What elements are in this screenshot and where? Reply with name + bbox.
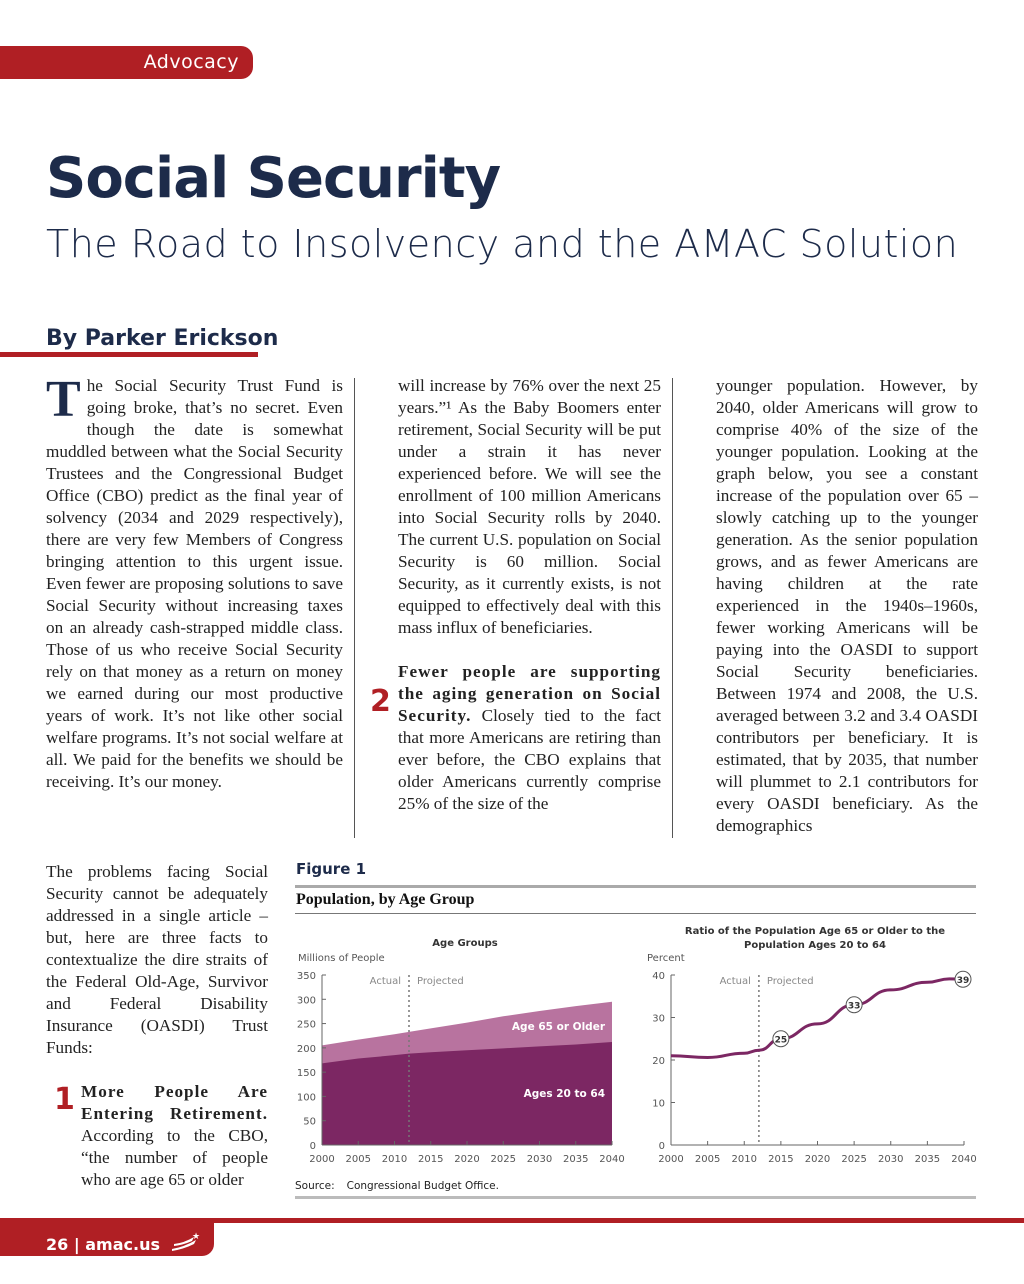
point-1-number: 1 <box>54 1082 75 1117</box>
section-tab: Advocacy <box>0 46 253 79</box>
y-tick-label: 300 <box>297 995 316 1006</box>
page-number: 26 <box>46 1235 69 1254</box>
actual-label: Actual <box>720 976 751 987</box>
area-ages-20-to-64 <box>322 1042 612 1145</box>
ratio-line <box>670 977 965 1059</box>
chart-title: Age Groups <box>432 938 497 949</box>
data-label: 33 <box>848 1001 861 1011</box>
paragraph: The problems facing Social Security cann… <box>46 862 268 1057</box>
paragraph: younger population. However, by 2040, ol… <box>716 376 978 835</box>
data-point-marker <box>772 1030 790 1048</box>
y-tick-label: 0 <box>310 1141 316 1152</box>
chart-title: Ratio of the Population Age 65 or Older … <box>685 926 945 937</box>
x-tick-label: 2010 <box>732 1154 757 1165</box>
y-tick-label: 100 <box>297 1092 316 1103</box>
series-label: Ages 20 to 64 <box>524 1088 605 1100</box>
chart-title: Population Ages 20 to 64 <box>744 940 886 951</box>
x-tick-label: 2025 <box>491 1154 516 1165</box>
point-1-heading: More People Are Entering Retirement. <box>81 1082 268 1123</box>
y-tick-label: 50 <box>303 1117 316 1128</box>
article-subtitle: The Road to Insolvency and the AMAC Solu… <box>46 222 959 266</box>
figure-rule <box>295 913 976 914</box>
x-tick-label: 2010 <box>382 1154 407 1165</box>
x-tick-label: 2040 <box>951 1154 976 1165</box>
figure-label: Figure 1 <box>296 860 367 878</box>
footer-tab: 26 | amac.us ★ <box>0 1223 214 1256</box>
age-groups-chart: Age Groups Millions of People 0 50 100 150 200… <box>297 938 625 1165</box>
source-label: Source: <box>295 1180 335 1192</box>
x-tick-label: 2035 <box>563 1154 588 1165</box>
point-2-number: 2 <box>370 684 391 719</box>
y-tick-label: 0 <box>659 1141 665 1152</box>
byline-rule <box>0 352 258 357</box>
figure-title: Population, by Age Group <box>296 891 475 908</box>
x-tick-label: 2015 <box>768 1154 793 1165</box>
x-tick-label: 2030 <box>878 1154 903 1165</box>
x-tick-label: 2000 <box>309 1154 334 1165</box>
point-1-text: According to the CBO, “the number of peo… <box>81 1126 268 1189</box>
column-1-lower: The problems facing Social Security cann… <box>46 861 268 1191</box>
y-tick-label: 150 <box>297 1068 316 1079</box>
data-point-marker <box>845 996 863 1014</box>
x-tick-label: 2000 <box>658 1154 683 1165</box>
paragraph: he Social Security Trust Fund is going b… <box>46 376 343 791</box>
column-divider <box>354 378 355 838</box>
y-tick-label: 30 <box>652 1014 665 1025</box>
y-tick-label: 200 <box>297 1044 316 1055</box>
x-tick-label: 2005 <box>695 1154 720 1165</box>
amac-logo-icon: ★ <box>171 1232 200 1251</box>
actual-label: Actual <box>370 976 401 987</box>
projected-label: Projected <box>417 976 464 987</box>
y-axis-label: Percent <box>647 953 685 964</box>
x-tick-label: 2015 <box>418 1154 443 1165</box>
ratio-chart: Ratio of the Population Age 65 or Older … <box>647 926 977 1165</box>
projected-label: Projected <box>767 976 814 987</box>
article-title: Social Security <box>46 146 501 211</box>
x-tick-label: 2005 <box>346 1154 371 1165</box>
y-tick-label: 20 <box>652 1056 665 1067</box>
figure-rule <box>295 1196 976 1199</box>
x-tick-label: 2040 <box>599 1154 624 1165</box>
y-tick-label: 10 <box>652 1099 665 1110</box>
series-label: Age 65 or Older <box>512 1021 606 1033</box>
y-tick-label: 350 <box>297 971 316 982</box>
x-tick-label: 2030 <box>527 1154 552 1165</box>
svg-text:★: ★ <box>192 1232 200 1242</box>
drop-cap: T <box>46 371 81 428</box>
y-axis-label: Millions of People <box>298 953 385 964</box>
byline: By Parker Erickson <box>46 326 279 351</box>
x-tick-label: 2020 <box>454 1154 479 1165</box>
x-tick-label: 2025 <box>841 1154 866 1165</box>
figure-rule <box>295 885 976 888</box>
figure-source: Source: Congressional Budget Office. <box>295 1180 511 1192</box>
data-label: 25 <box>775 1035 788 1045</box>
data-label: 39 <box>957 976 970 986</box>
point-2-heading: Fewer people are supporting the aging ge… <box>398 662 661 725</box>
footer-rule <box>0 1218 1024 1223</box>
x-tick-label: 2020 <box>805 1154 830 1165</box>
point-2-text: Closely tied to the fact that more Ameri… <box>398 706 661 813</box>
y-tick-label: 250 <box>297 1020 316 1031</box>
source-text: Congressional Budget Office. <box>346 1180 499 1192</box>
column-2: will increase by 76% over the next 25 ye… <box>398 375 661 815</box>
column-3: younger population. However, by 2040, ol… <box>716 375 978 837</box>
site-link[interactable]: amac.us <box>85 1235 160 1254</box>
data-point-marker <box>954 970 972 988</box>
y-tick-label: 40 <box>652 971 665 982</box>
x-tick-label: 2035 <box>915 1154 940 1165</box>
column-divider <box>672 378 673 838</box>
paragraph: will increase by 76% over the next 25 ye… <box>398 376 661 637</box>
